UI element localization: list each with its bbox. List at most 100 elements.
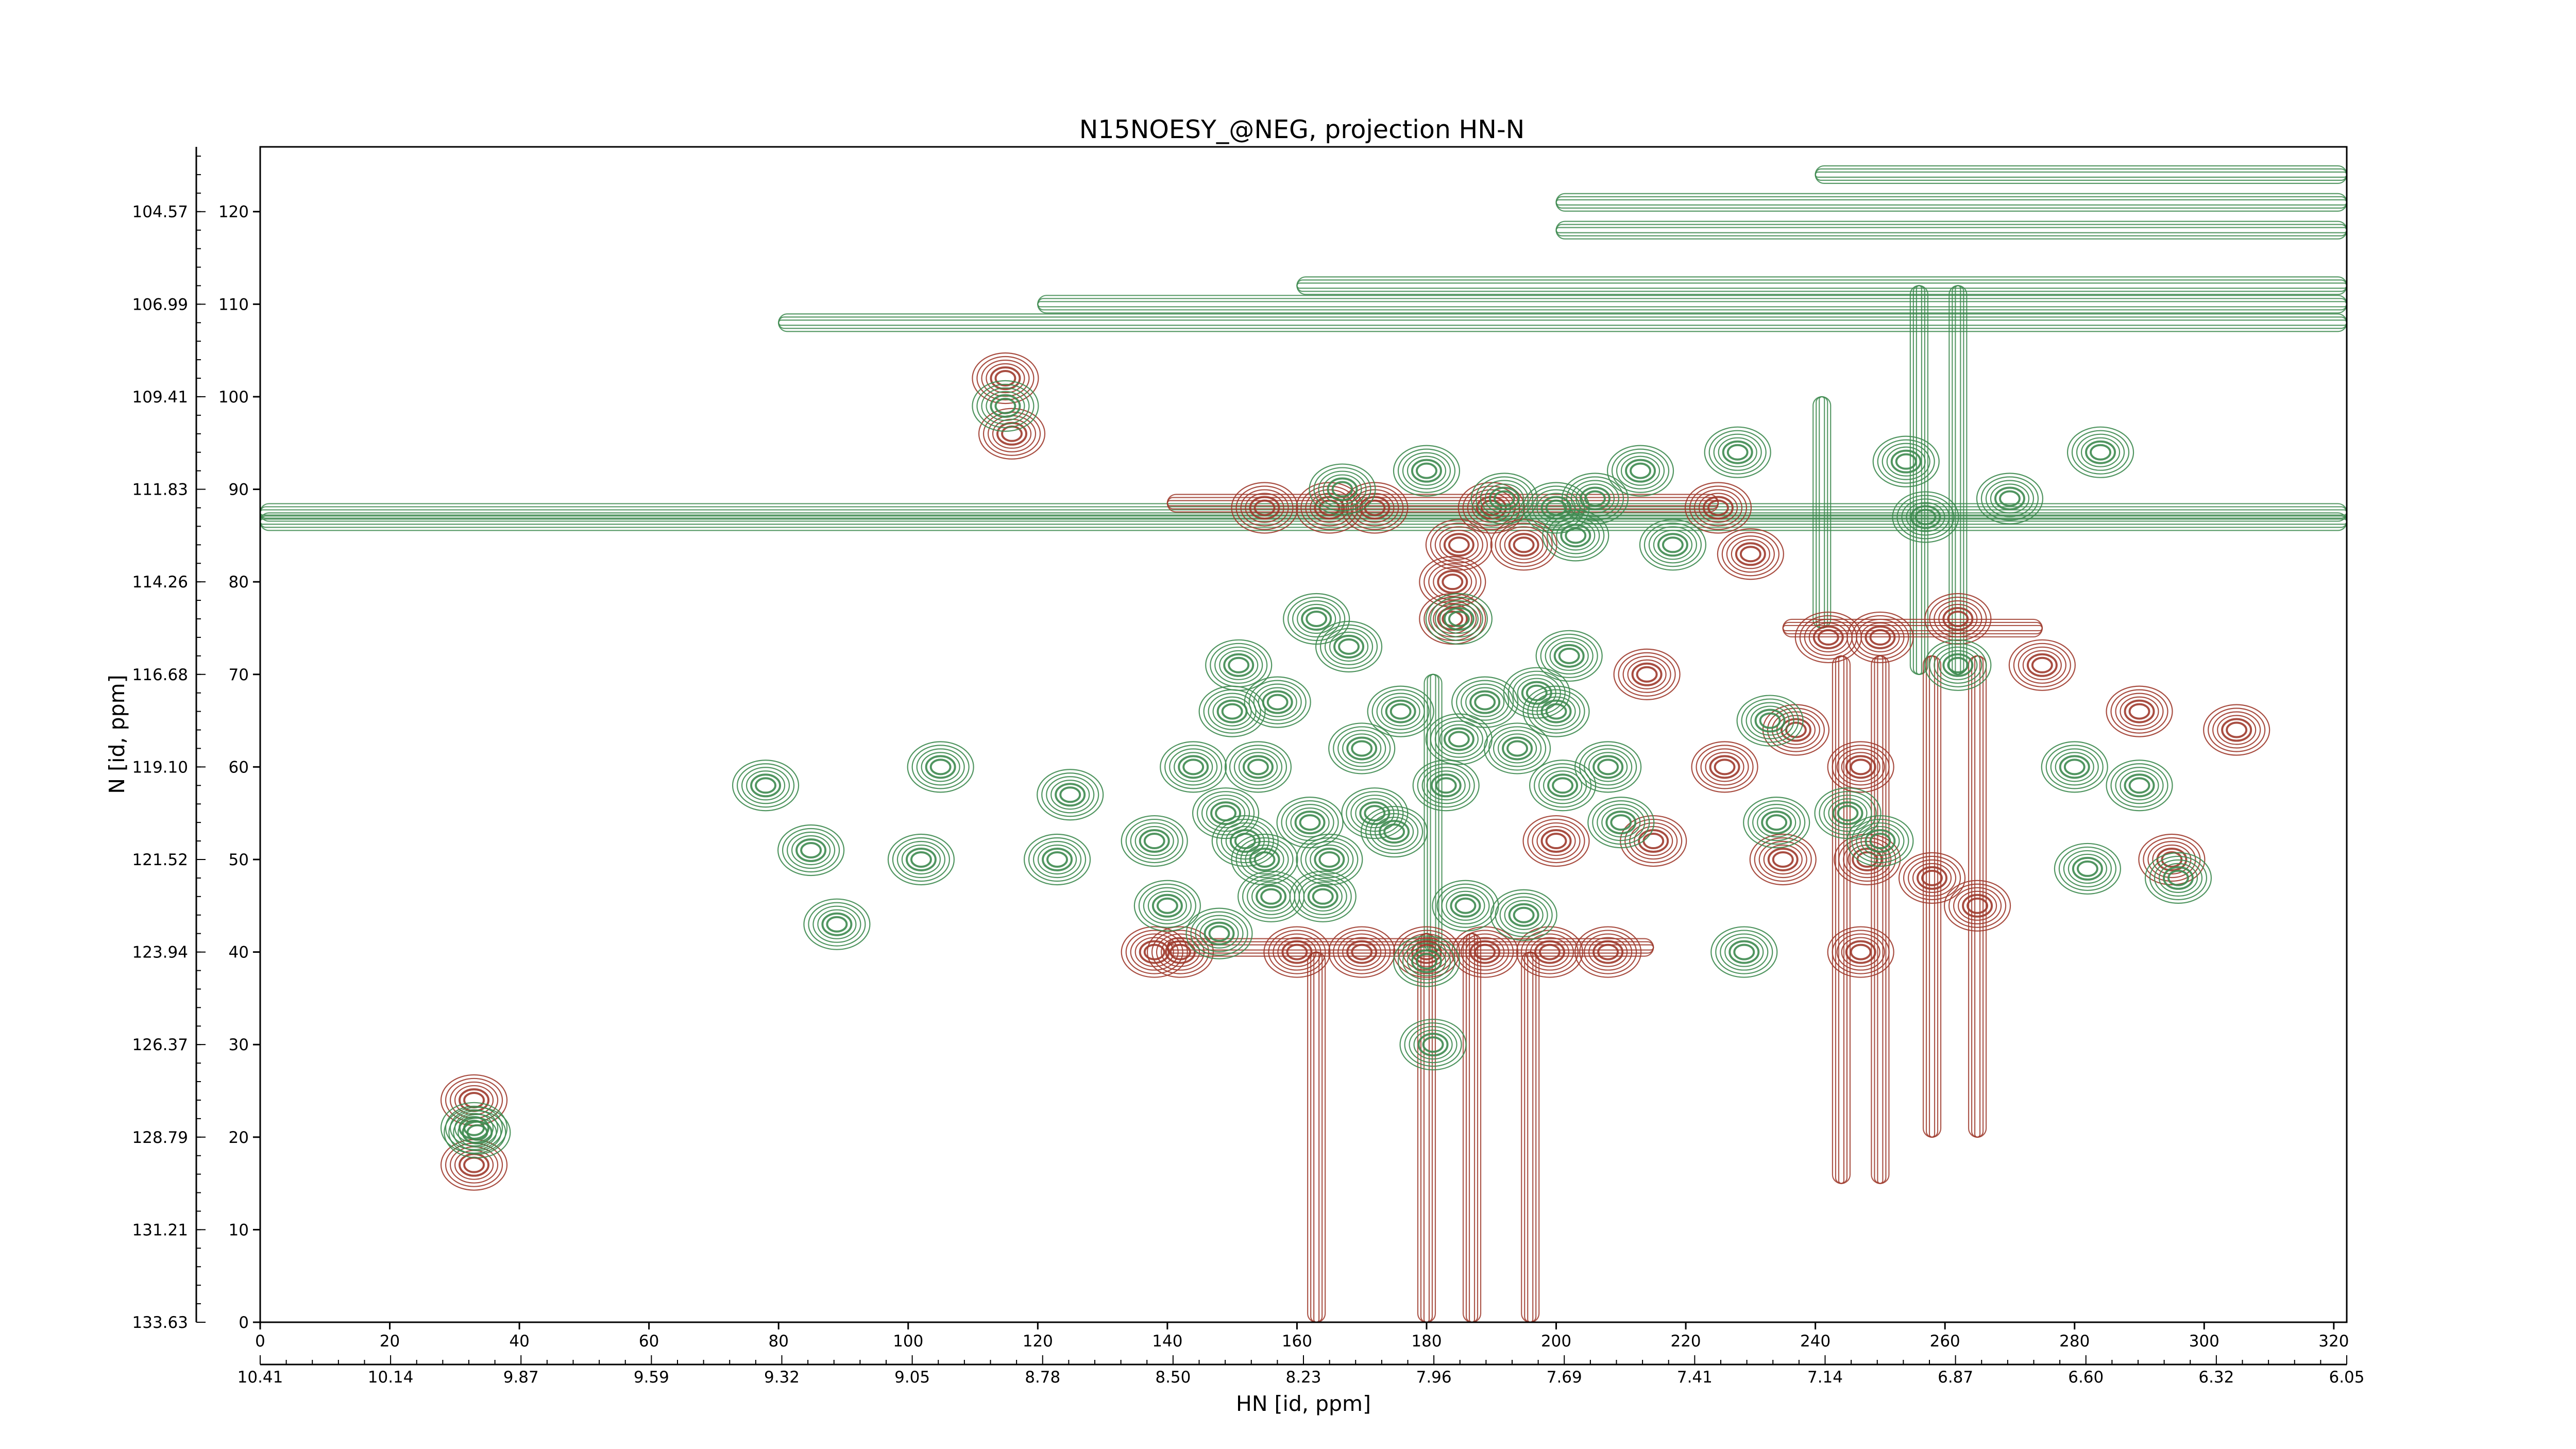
positive-peak (1121, 815, 1188, 867)
x-index-tick-label: 140 (1152, 1332, 1182, 1351)
contour-stripe (1166, 494, 1719, 513)
positive-peak (1037, 769, 1104, 821)
positive-peak (1023, 833, 1091, 886)
positive-peak (1846, 815, 1914, 867)
x-ppm-tick-label: 7.41 (1677, 1368, 1713, 1387)
x-index-tick-label: 200 (1541, 1332, 1571, 1351)
positive-peak (1542, 510, 1609, 562)
y-ppm-tick-label: 119.10 (132, 758, 188, 777)
positive-peak (1412, 760, 1480, 812)
y-ppm-tick-label: 109.41 (132, 388, 188, 407)
y-index-tick-label: 20 (229, 1128, 249, 1147)
negative-peak (440, 1074, 508, 1126)
positive-peak (1289, 870, 1357, 922)
negative-peak (1490, 519, 1557, 571)
y-index-tick-label: 0 (239, 1313, 249, 1332)
negative-peak (1231, 482, 1298, 534)
contour-stripe (1037, 295, 2347, 314)
positive-peak (1872, 435, 1940, 487)
negative-peak (1827, 741, 1894, 793)
positive-peak (887, 833, 955, 886)
negative-peak (1425, 519, 1493, 571)
x-index-tick-label: 160 (1282, 1332, 1312, 1351)
y-ppm-tick-label: 104.57 (132, 203, 188, 222)
negative-peak (1846, 611, 1914, 664)
positive-peak (732, 760, 800, 812)
x-ppm-tick-label: 7.69 (1547, 1368, 1582, 1387)
positive-peak (1704, 426, 1771, 478)
y-ppm-tick-label: 131.21 (132, 1221, 188, 1239)
positive-peak (1976, 473, 2044, 525)
positive-peak (440, 1102, 508, 1154)
contour-stripe (1948, 285, 1968, 675)
contour-stripe (1521, 951, 1540, 1322)
positive-peak (1393, 445, 1461, 497)
positive-peak (1924, 639, 1992, 691)
negative-peak (1393, 926, 1461, 978)
positive-peak (1367, 685, 1434, 737)
plot-frame (259, 146, 2348, 1323)
y-ppm-tick-label: 123.94 (132, 943, 188, 962)
negative-peak (2106, 685, 2173, 737)
positive-peak (444, 1106, 511, 1158)
negative-peak (1943, 880, 2011, 932)
positive-peak (1470, 473, 1538, 525)
x-index-axis: 0 20 40 60 80 100 120 140 160 180 200 220 240 260 280 3… (255, 1322, 2349, 1351)
x-ppm-tick-label: 9.05 (894, 1368, 930, 1387)
y-index-tick-label: 120 (218, 203, 249, 222)
positive-peak (972, 380, 1039, 432)
positive-peak (2066, 426, 2134, 478)
negative-peak (2203, 704, 2270, 756)
positive-peak (1309, 463, 1376, 515)
positive-peak (1244, 676, 1311, 728)
positive-peak (1736, 695, 1804, 747)
positive-peak (1393, 935, 1461, 987)
negative-peak (1613, 648, 1681, 700)
x-ppm-tick-label: 10.14 (368, 1368, 414, 1387)
x-ppm-tick-label: 6.32 (2198, 1368, 2234, 1387)
positive-peak (1710, 926, 1778, 978)
x-ppm-tick-label: 6.60 (2068, 1368, 2104, 1387)
negative-peak (1451, 926, 1519, 978)
negative-peak (1522, 815, 1590, 867)
contour-stripe (1832, 655, 1851, 1184)
contour-stripe (1555, 221, 2347, 240)
negative-peak (1121, 926, 1188, 978)
x-ppm-tick-label: 8.23 (1285, 1368, 1321, 1387)
x-ppm-tick-label: 9.59 (634, 1368, 669, 1387)
y-index-tick-label: 30 (229, 1036, 249, 1054)
x-ppm-tick-label: 6.05 (2329, 1368, 2364, 1387)
x-ppm-tick-label: 9.87 (503, 1368, 539, 1387)
positive-peak (2144, 852, 2212, 904)
chart-title: N15NOESY_@NEG, projection HN-N (1079, 115, 1525, 144)
x-index-tick-label: 220 (1670, 1332, 1701, 1351)
negative-peak (1691, 741, 1758, 793)
y-index-tick-label: 60 (229, 758, 249, 777)
positive-peak (1205, 639, 1273, 691)
positive-peak (1425, 593, 1493, 645)
contour-stripe (1871, 655, 1890, 1184)
contour-stripe (1417, 933, 1436, 1322)
x-index-tick-label: 100 (893, 1332, 923, 1351)
x-index-tick-label: 60 (639, 1332, 659, 1351)
y-index-tick-label: 40 (229, 943, 249, 962)
y-index-tick-label: 10 (229, 1221, 249, 1239)
x-ppm-tick-label: 9.32 (764, 1368, 800, 1387)
x-index-tick-label: 260 (1930, 1332, 1960, 1351)
y-index-tick-label: 80 (229, 573, 249, 592)
negative-peak (2008, 639, 2076, 691)
y-ppm-tick-label: 128.79 (132, 1128, 188, 1147)
negative-peak (1296, 482, 1363, 534)
y-index-tick-label: 90 (229, 481, 249, 499)
y-ppm-tick-label: 114.26 (132, 573, 188, 592)
x-index-tick-label: 240 (1800, 1332, 1831, 1351)
negative-peak (1263, 926, 1331, 978)
contour-stripe (1815, 165, 2347, 184)
y-ppm-tick-label: 116.68 (132, 666, 188, 684)
negative-peak (1146, 926, 1214, 978)
x-ppm-tick-label: 7.14 (1807, 1368, 1843, 1387)
x-index-tick-label: 40 (509, 1332, 529, 1351)
x-axis-label: HN [id, ppm] (1236, 1391, 1371, 1416)
positive-peak (1606, 445, 1674, 497)
